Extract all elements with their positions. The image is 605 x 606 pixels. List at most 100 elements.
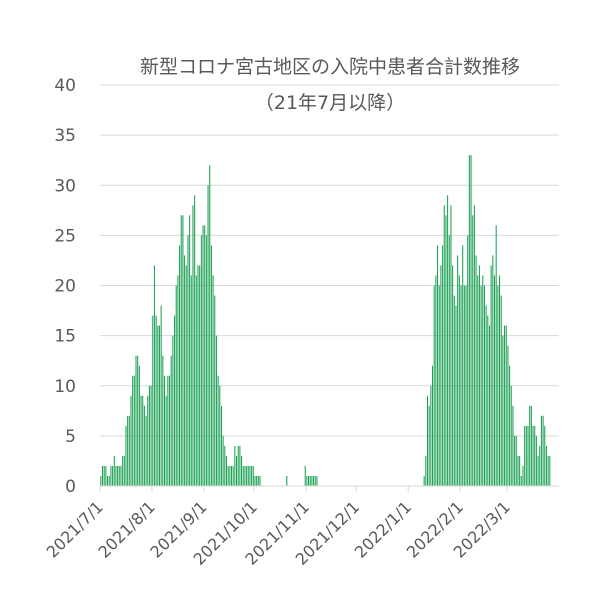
- bar: [475, 255, 477, 486]
- bar: [207, 185, 209, 486]
- bar: [430, 385, 432, 486]
- bar: [170, 355, 172, 486]
- bar: [108, 475, 110, 486]
- bar: [453, 295, 455, 486]
- bar: [187, 235, 189, 487]
- bar: [313, 475, 315, 486]
- y-tick-label: 40: [54, 76, 76, 96]
- bar: [241, 455, 243, 486]
- bar: [242, 465, 244, 486]
- x-axis-tick-labels: 2021/7/12021/8/12021/9/12021/10/12021/11…: [43, 486, 514, 569]
- bar: [539, 445, 541, 486]
- bar: [257, 475, 259, 486]
- bar: [477, 275, 479, 486]
- y-tick-label: 5: [65, 427, 76, 447]
- bar: [527, 425, 529, 486]
- bar: [165, 395, 167, 486]
- bar: [197, 265, 199, 486]
- bar: [107, 475, 109, 486]
- bar: [432, 365, 434, 486]
- bar: [507, 345, 509, 486]
- bar: [493, 275, 496, 486]
- bar: [237, 445, 239, 486]
- bar: [247, 465, 249, 486]
- bar: [192, 205, 194, 487]
- bar: [110, 465, 112, 486]
- bar: [480, 285, 482, 486]
- bar: [473, 205, 475, 487]
- bar: [458, 275, 460, 486]
- bar: [470, 155, 472, 486]
- bar: [524, 425, 526, 486]
- y-tick-label: 35: [54, 126, 76, 146]
- bar: [499, 275, 501, 486]
- bar: [244, 465, 246, 486]
- y-tick-label: 0: [65, 477, 76, 497]
- bar: [487, 315, 489, 486]
- bar: [485, 305, 487, 486]
- bar: [448, 235, 450, 487]
- bar: [478, 265, 480, 486]
- bar: [490, 265, 492, 486]
- bar: [177, 275, 179, 486]
- bar: [488, 325, 490, 486]
- bar: [143, 405, 145, 486]
- bar: [535, 435, 537, 487]
- bar: [246, 465, 248, 486]
- bar: [137, 355, 139, 486]
- bar: [157, 325, 159, 486]
- y-tick-label: 15: [54, 327, 76, 347]
- bar: [500, 295, 502, 486]
- bar: [509, 365, 511, 486]
- bar: [229, 465, 231, 486]
- bar: [232, 465, 234, 486]
- y-tick-label: 30: [54, 176, 76, 196]
- bar: [510, 385, 512, 486]
- bar: [540, 415, 542, 486]
- bar: [140, 395, 142, 486]
- bar: [517, 455, 519, 486]
- bar: [202, 225, 204, 486]
- bar: [468, 155, 470, 486]
- bar: [103, 465, 105, 486]
- bar: [530, 405, 532, 486]
- bar: [457, 255, 459, 486]
- bar: [433, 285, 435, 486]
- bar: [308, 475, 310, 486]
- bar: [542, 415, 544, 486]
- bar: [311, 475, 313, 486]
- bar: [190, 275, 192, 486]
- bar: [200, 235, 202, 487]
- bar: [520, 475, 522, 486]
- bar: [123, 455, 125, 486]
- bar: [460, 285, 462, 486]
- bar: [435, 275, 437, 486]
- bar: [492, 255, 494, 486]
- bar: [259, 475, 261, 486]
- y-tick-label: 20: [54, 277, 76, 297]
- bar: [286, 475, 288, 486]
- bar: [217, 375, 219, 486]
- bar: [167, 375, 169, 486]
- bar: [445, 215, 447, 486]
- bar: [105, 465, 107, 486]
- bar: [519, 455, 521, 486]
- bar: [545, 445, 547, 486]
- bar: [537, 455, 539, 486]
- bar: [130, 395, 132, 486]
- bar: [225, 455, 227, 486]
- bar: [174, 315, 176, 486]
- bar: [249, 465, 251, 486]
- bar: [230, 465, 233, 486]
- bar: [224, 445, 226, 486]
- bar: [544, 425, 546, 486]
- bar: [505, 325, 507, 486]
- bar: [227, 465, 229, 486]
- bar: [234, 445, 236, 486]
- bar: [112, 465, 114, 486]
- bar: [100, 475, 102, 486]
- bar: [152, 315, 154, 486]
- bar: [133, 375, 135, 486]
- bar: [482, 275, 484, 486]
- bar: [426, 395, 429, 486]
